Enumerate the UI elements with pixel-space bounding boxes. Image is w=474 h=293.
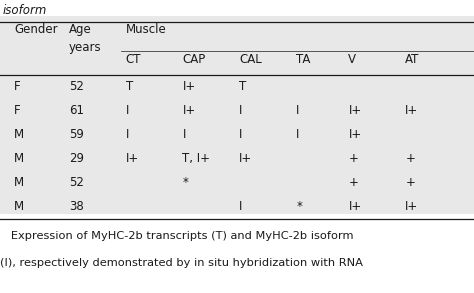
Text: I+: I+ <box>182 80 196 93</box>
Text: AT: AT <box>405 53 419 66</box>
Text: M: M <box>14 176 24 189</box>
Text: +: + <box>348 176 358 189</box>
Text: I: I <box>239 200 243 213</box>
Text: 29: 29 <box>69 152 84 165</box>
Text: +: + <box>405 176 415 189</box>
Text: 61: 61 <box>69 104 84 117</box>
Text: F: F <box>14 104 21 117</box>
Text: Expression of MyHC-2b transcripts (T) and MyHC-2b isoform: Expression of MyHC-2b transcripts (T) an… <box>0 231 354 241</box>
Text: M: M <box>14 152 24 165</box>
Text: CAL: CAL <box>239 53 262 66</box>
Text: 59: 59 <box>69 128 83 141</box>
Text: T: T <box>126 80 133 93</box>
Text: I: I <box>239 104 243 117</box>
Text: I+: I+ <box>239 152 253 165</box>
Text: M: M <box>14 128 24 141</box>
Text: *: * <box>182 176 188 189</box>
Text: isoform: isoform <box>2 4 47 17</box>
Text: I: I <box>182 128 186 141</box>
Text: 52: 52 <box>69 176 83 189</box>
Text: *: * <box>296 200 302 213</box>
Text: I: I <box>126 128 129 141</box>
Text: Age: Age <box>69 23 91 36</box>
Bar <box>0 16 474 214</box>
Text: TA: TA <box>296 53 310 66</box>
Text: I+: I+ <box>348 104 362 117</box>
Text: Gender: Gender <box>14 23 58 36</box>
Text: 52: 52 <box>69 80 83 93</box>
Text: I: I <box>126 104 129 117</box>
Text: I+: I+ <box>182 104 196 117</box>
Text: CT: CT <box>126 53 141 66</box>
Text: 38: 38 <box>69 200 83 213</box>
Text: (I), respectively demonstrated by in situ hybridization with RNA: (I), respectively demonstrated by in sit… <box>0 258 363 268</box>
Text: T: T <box>239 80 246 93</box>
Text: V: V <box>348 53 356 66</box>
Text: I+: I+ <box>405 200 419 213</box>
Text: F: F <box>14 80 21 93</box>
Text: M: M <box>14 200 24 213</box>
Text: +: + <box>348 152 358 165</box>
Text: I: I <box>296 104 300 117</box>
Text: I: I <box>239 128 243 141</box>
Text: Muscle: Muscle <box>126 23 166 36</box>
Text: CAP: CAP <box>182 53 206 66</box>
Text: T, I+: T, I+ <box>182 152 210 165</box>
Text: I+: I+ <box>126 152 139 165</box>
Text: I: I <box>296 128 300 141</box>
Text: years: years <box>69 41 101 54</box>
Text: I+: I+ <box>405 104 419 117</box>
Text: I+: I+ <box>348 200 362 213</box>
Text: I+: I+ <box>348 128 362 141</box>
Text: +: + <box>405 152 415 165</box>
